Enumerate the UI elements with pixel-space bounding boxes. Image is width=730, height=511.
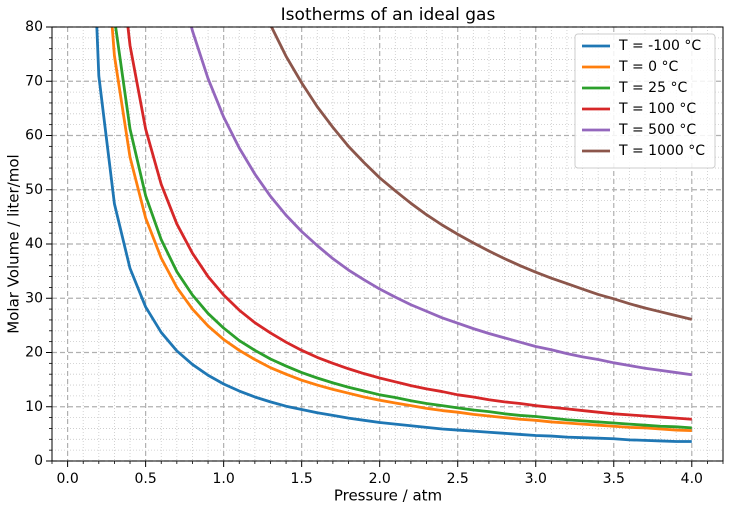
y-tick-label: 80: [25, 19, 43, 35]
series-line: [126, 27, 692, 421]
y-axis-label: Molar Volume / liter/mol: [5, 154, 23, 333]
x-axis-label: Pressure / atm: [334, 487, 442, 505]
x-tick-label: 3.5: [603, 471, 625, 487]
y-tick-label: 10: [25, 399, 43, 415]
legend-label: T = 500 °C: [618, 122, 696, 138]
legend-label: T = 25 °C: [618, 80, 687, 96]
legend-label: T = 100 °C: [618, 101, 696, 117]
y-tick-label: 30: [25, 290, 43, 306]
x-tick-label: 4.0: [681, 471, 703, 487]
y-tick-label: 50: [25, 182, 43, 198]
x-tick-label: 1.0: [213, 471, 235, 487]
plot-frame: [51, 26, 724, 462]
y-tick-label: 40: [25, 236, 43, 252]
legend-label: T = -100 °C: [618, 38, 701, 54]
series-line: [269, 27, 693, 321]
series-line: [110, 27, 692, 433]
x-tick-label: 2.5: [447, 471, 469, 487]
x-tick-label: 0.5: [134, 471, 156, 487]
x-tick-label: 1.5: [291, 471, 313, 487]
y-tick-label: 20: [25, 345, 43, 361]
y-tick-label: 0: [34, 453, 43, 469]
x-tick-label: 0.0: [56, 471, 78, 487]
series-line: [190, 27, 692, 377]
y-tick-label: 60: [25, 128, 43, 144]
x-tick-label: 3.0: [525, 471, 547, 487]
legend-label: T = 1000 °C: [618, 143, 705, 159]
legend-label: T = 0 °C: [618, 59, 679, 75]
series-line: [95, 27, 692, 443]
x-tick-label: 2.0: [369, 471, 391, 487]
y-tick-label: 70: [25, 73, 43, 89]
chart-title: Isotherms of an ideal gas: [281, 5, 496, 25]
series-line: [114, 27, 692, 430]
plot-area: [95, 27, 693, 443]
